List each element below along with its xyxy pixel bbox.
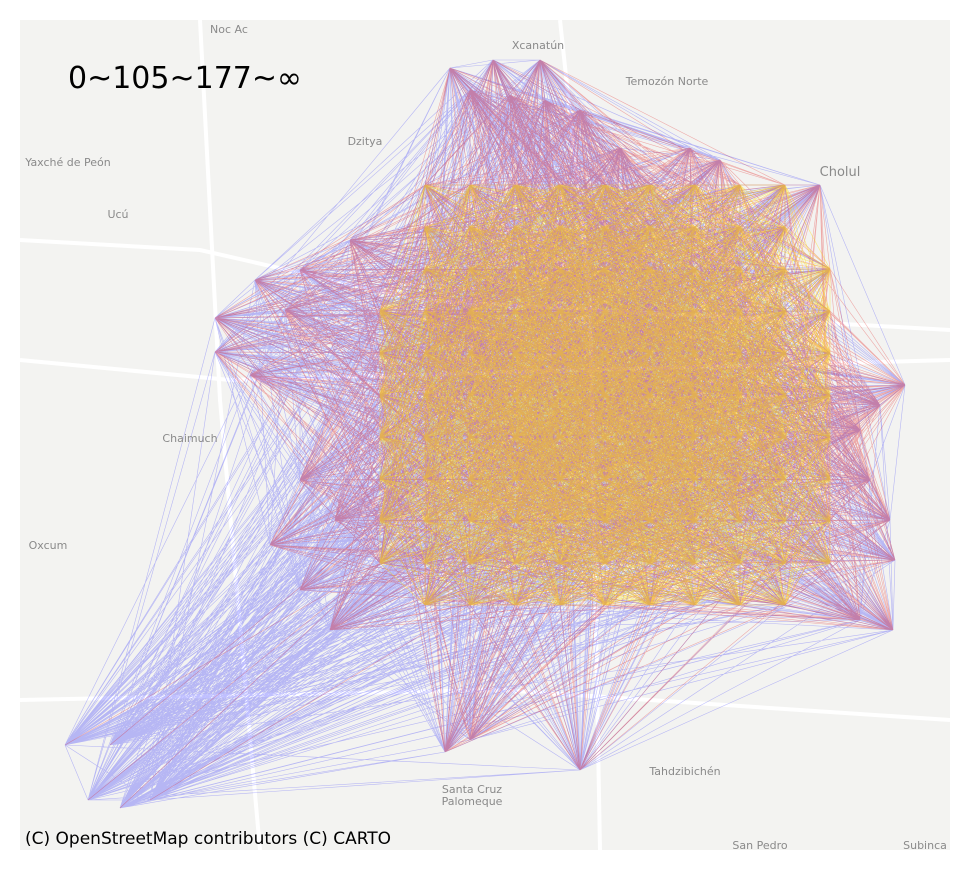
place-label: Xcanatún (512, 39, 564, 52)
place-label: Tahdzibichén (648, 765, 720, 778)
network (64, 59, 906, 809)
place-label: Dzitya (348, 135, 383, 148)
place-label: Chaimuch (162, 432, 217, 445)
road (198, 19, 262, 851)
place-label: Ucú (107, 208, 128, 221)
place-label: Noc Ac (210, 23, 248, 36)
place-label: Cholul (820, 165, 861, 180)
place-label: Subinca (903, 839, 947, 852)
place-label: Santa Cruz (442, 783, 502, 796)
title: 0~105~177~∞ (68, 61, 302, 96)
place-label: Yaxché de Peón (24, 156, 111, 169)
place-label: Palomeque (442, 795, 503, 808)
place-label: Temozón Norte (625, 75, 709, 88)
place-label: San Pedro (732, 839, 787, 852)
place-label: Oxcum (29, 539, 68, 552)
place-labels: Noc Ac Xcanatún Temozón Norte Dzitya Yax… (24, 23, 947, 852)
attribution: (C) OpenStreetMap contributors (C) CARTO (25, 829, 391, 849)
edges-yellow (379, 184, 831, 606)
road (19, 687, 951, 722)
